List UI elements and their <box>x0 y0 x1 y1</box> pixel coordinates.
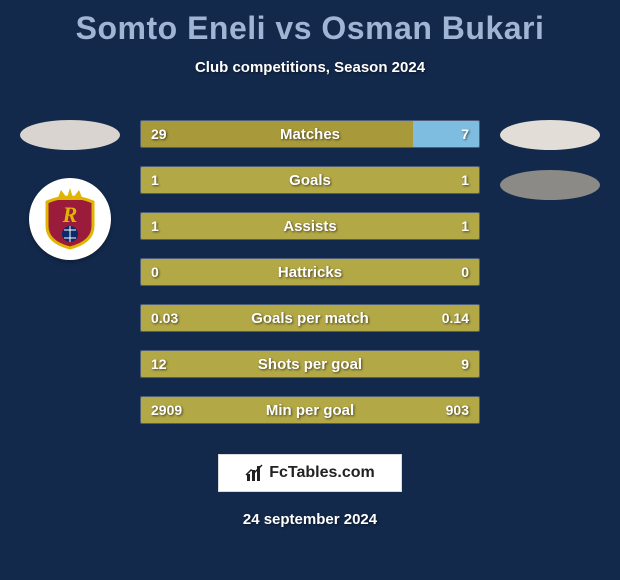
player2-marker-ellipse-1 <box>500 120 600 150</box>
stat-seg-full <box>141 259 479 285</box>
player1-marker-ellipse <box>20 120 120 150</box>
left-player-column: R <box>15 120 125 260</box>
stat-row: 11Assists <box>140 212 480 240</box>
fctables-logo: FcTables.com <box>218 454 402 492</box>
stat-seg-full <box>141 167 479 193</box>
stat-seg-full <box>141 213 479 239</box>
stat-seg-full <box>141 397 479 423</box>
stat-seg-right <box>413 121 479 147</box>
page-title: Somto Eneli vs Osman Bukari <box>0 0 620 47</box>
stat-bars: 297Matches 11Goals 11Assists 00Hattricks 0.0… <box>140 120 480 442</box>
stat-row: 00Hattricks <box>140 258 480 286</box>
stat-row: 11Goals <box>140 166 480 194</box>
stat-row: 297Matches <box>140 120 480 148</box>
stat-seg-full <box>141 305 479 331</box>
stat-row: 129Shots per goal <box>140 350 480 378</box>
stat-seg-full <box>141 351 479 377</box>
club-badge: R <box>29 178 111 260</box>
player2-marker-ellipse-2 <box>500 170 600 200</box>
stat-seg-left <box>141 121 413 147</box>
date-text: 24 september 2024 <box>0 511 620 528</box>
subtitle: Club competitions, Season 2024 <box>0 59 620 76</box>
comparison-infographic: Somto Eneli vs Osman Bukari Club competi… <box>0 0 620 580</box>
right-player-column <box>495 120 605 220</box>
stat-row: 2909903Min per goal <box>140 396 480 424</box>
svg-text:R: R <box>62 202 78 227</box>
chart-icon <box>245 463 265 483</box>
stat-row: 0.030.14Goals per match <box>140 304 480 332</box>
club-crest-icon: R <box>37 186 103 252</box>
footer-logo-text: FcTables.com <box>269 464 375 482</box>
